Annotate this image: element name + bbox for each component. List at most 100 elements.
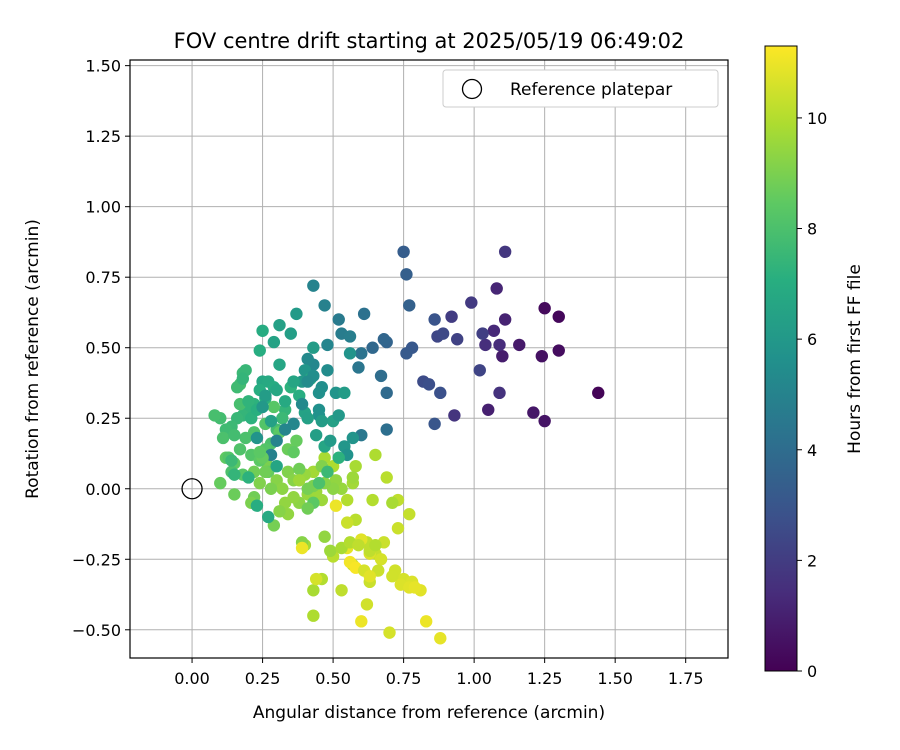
data-point-26	[422, 378, 436, 391]
y-tick-label-6: 1.00	[85, 198, 121, 217]
data-point-53	[321, 364, 334, 377]
data-point-211	[321, 465, 334, 479]
data-point-159	[369, 448, 382, 462]
reference-platepar-marker	[181, 478, 203, 500]
data-point-245	[270, 459, 283, 473]
data-point-134	[307, 609, 320, 622]
data-point-249	[250, 431, 264, 445]
data-point-202	[312, 386, 326, 400]
data-point-190	[278, 395, 292, 408]
data-point-137	[335, 584, 348, 597]
data-point-3	[552, 344, 565, 357]
plot-frame	[129, 59, 729, 659]
y-axis-ticks: −0.50 −0.25 0.00 0.25 0.50 0.75 1.00 1.25 1.50	[72, 57, 130, 640]
data-point-148	[329, 499, 343, 512]
data-point-31	[400, 347, 413, 360]
data-point-189	[256, 324, 269, 337]
data-point-62	[284, 327, 297, 340]
data-point-49	[307, 279, 320, 292]
data-point-141	[383, 626, 396, 639]
data-point-36	[377, 333, 391, 346]
data-point-246	[264, 414, 278, 428]
data-point-52	[301, 352, 314, 366]
plot-area: 0.00 0.25 0.50 0.75 1.00 1.25 1.50 1.75 −0.50−0…	[72, 57, 729, 688]
data-point-118	[276, 412, 289, 425]
reference-marker-group	[181, 478, 203, 500]
data-point-27	[434, 386, 447, 400]
data-point-230	[293, 474, 306, 487]
y-tick-label-5: 0.75	[85, 268, 121, 287]
data-point-223	[363, 569, 376, 583]
colorbar-tick-label-3: 6	[807, 330, 817, 349]
data-point-8	[496, 349, 509, 363]
data-point-9	[482, 403, 495, 416]
data-point-228	[369, 538, 382, 552]
data-point-236	[253, 445, 266, 459]
data-point-13	[493, 338, 506, 352]
data-point-217	[324, 544, 337, 558]
data-point-153	[386, 569, 399, 583]
colorbar-tick-label-0: 0	[807, 662, 817, 681]
data-point-162	[346, 471, 360, 484]
data-point-43	[352, 361, 365, 374]
data-point-172	[290, 434, 303, 448]
data-point-126	[253, 476, 266, 490]
data-point-86	[228, 488, 241, 501]
x-tick-label-3: 0.75	[386, 669, 422, 688]
data-point-29	[428, 417, 441, 431]
colorbar-tick-label-2: 4	[807, 441, 817, 460]
x-tick-label-0: 0.00	[174, 669, 210, 688]
y-tick-label-1: −0.25	[72, 550, 121, 569]
colorbar-gradient	[764, 45, 798, 672]
x-tick-label-6: 1.50	[597, 669, 633, 688]
data-point-22	[473, 364, 486, 377]
data-point-37	[366, 341, 379, 354]
data-point-99	[340, 493, 354, 507]
legend-box	[442, 69, 719, 108]
data-point-243	[250, 499, 264, 512]
data-point-194	[301, 412, 314, 425]
y-axis-label: Rotation from reference (arcmin)	[23, 219, 43, 499]
data-point-240	[225, 454, 238, 467]
data-point-65	[273, 358, 286, 371]
data-point-28	[428, 313, 441, 326]
data-point-48	[318, 299, 331, 312]
data-point-160	[349, 459, 362, 473]
data-point-12	[487, 324, 501, 337]
data-point-248	[256, 400, 269, 414]
data-point-33	[400, 268, 413, 281]
data-point-41	[357, 307, 371, 321]
data-point-40	[380, 423, 393, 436]
chart-title: FOV centre drift starting at 2025/05/19 …	[174, 29, 685, 53]
data-point-17	[498, 245, 512, 259]
data-point-111	[338, 386, 351, 400]
data-point-108	[434, 632, 447, 645]
data-point-2	[538, 302, 551, 315]
x-axis-ticks: 0.00 0.25 0.50 0.75 1.00 1.25 1.50 1.75	[174, 658, 704, 688]
x-axis-label: Angular distance from reference (arcmin)	[253, 703, 605, 723]
data-point-109	[355, 615, 368, 628]
data-point-14	[479, 338, 492, 352]
data-point-18	[465, 296, 478, 309]
data-point-110	[343, 347, 357, 360]
data-point-1	[552, 310, 565, 323]
colorbar-ticks: 0 2 4 6 8 10	[797, 109, 827, 681]
data-point-152	[374, 553, 388, 566]
data-point-63	[273, 318, 286, 332]
data-point-50	[321, 338, 334, 352]
data-point-5	[538, 414, 551, 428]
x-tick-label-1: 0.25	[245, 669, 281, 688]
data-point-239	[228, 428, 241, 442]
data-point-79	[216, 431, 230, 445]
data-point-15	[493, 386, 506, 400]
data-point-192	[287, 375, 300, 388]
legend-label-reference: Reference platepar	[510, 80, 672, 100]
data-point-21	[451, 333, 464, 346]
data-point-60	[290, 307, 303, 321]
data-point-198	[332, 409, 345, 422]
colorbar-tick-label-4: 8	[807, 220, 817, 239]
data-point-0	[592, 386, 605, 400]
data-point-39	[374, 369, 388, 383]
data-point-24	[436, 327, 450, 340]
